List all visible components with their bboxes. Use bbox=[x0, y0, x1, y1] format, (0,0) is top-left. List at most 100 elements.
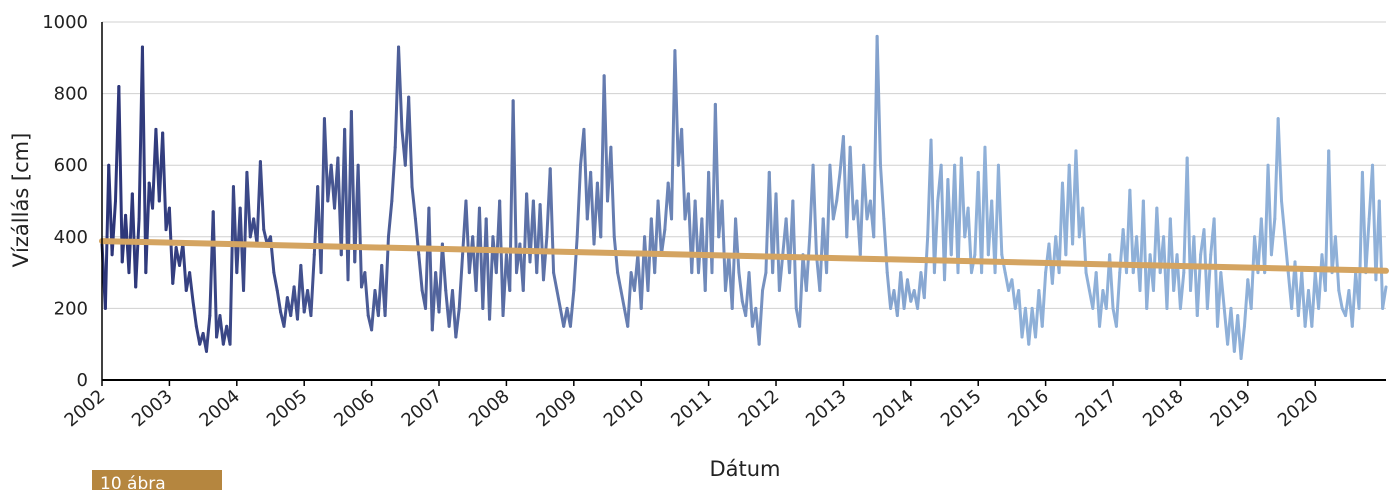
series-segment bbox=[1377, 199, 1385, 310]
series-segment bbox=[299, 263, 306, 314]
series-segment bbox=[167, 206, 175, 285]
series-segment bbox=[1327, 149, 1334, 275]
series-segment bbox=[673, 49, 680, 167]
x-tick-label: 2019 bbox=[1206, 386, 1255, 432]
series-segment bbox=[272, 271, 279, 292]
series-segment bbox=[602, 74, 610, 203]
series-segment bbox=[882, 217, 889, 275]
axes bbox=[101, 22, 1386, 386]
series-segment bbox=[905, 278, 913, 303]
series-segment bbox=[322, 117, 330, 203]
series-segment bbox=[417, 253, 424, 292]
series-segment bbox=[720, 199, 727, 292]
series-segment bbox=[397, 45, 404, 131]
series-segment bbox=[110, 199, 117, 257]
series-segment bbox=[363, 271, 370, 318]
series-segment bbox=[407, 95, 414, 189]
series-segment bbox=[1114, 271, 1122, 328]
series-segment bbox=[1178, 271, 1186, 310]
series-segment bbox=[1212, 217, 1219, 328]
series-segment bbox=[862, 163, 869, 221]
series-segment bbox=[922, 235, 930, 300]
series-segment bbox=[572, 235, 579, 292]
series-segment bbox=[501, 253, 508, 318]
series-segment bbox=[140, 45, 148, 275]
series-segment bbox=[191, 299, 198, 328]
series-segment bbox=[161, 131, 168, 232]
series-segment bbox=[656, 199, 663, 257]
series-segment bbox=[831, 199, 839, 221]
series-segment bbox=[1040, 271, 1048, 328]
series-segment bbox=[188, 271, 195, 303]
series-segment bbox=[1219, 271, 1226, 310]
series-segment bbox=[457, 253, 465, 310]
series-segment bbox=[747, 271, 754, 328]
series-segment bbox=[1074, 149, 1081, 239]
y-tick-label: 400 bbox=[54, 227, 88, 248]
series-segment bbox=[1266, 163, 1273, 257]
y-axis-label: Vízállás [cm] bbox=[9, 133, 33, 268]
series-segment bbox=[1269, 217, 1277, 257]
series-segment bbox=[761, 271, 768, 292]
series-segment bbox=[1098, 289, 1105, 328]
x-tick-label: 2008 bbox=[465, 386, 514, 432]
series-segment bbox=[498, 199, 505, 318]
series-segment bbox=[680, 127, 687, 221]
series-segment bbox=[878, 163, 886, 221]
x-axis-label: Dátum bbox=[709, 457, 780, 481]
x-tick-label: 2013 bbox=[802, 386, 851, 432]
series-segment bbox=[996, 163, 1004, 257]
series-segment bbox=[548, 167, 556, 275]
series-segment bbox=[575, 163, 583, 239]
series-segment bbox=[619, 289, 626, 310]
x-tick-label: 2014 bbox=[869, 386, 918, 432]
series-segment bbox=[757, 289, 765, 346]
series-segment bbox=[538, 203, 545, 282]
series-segment bbox=[1249, 235, 1257, 310]
series-segment bbox=[737, 271, 744, 303]
series-segment bbox=[659, 228, 667, 257]
series-segment bbox=[1155, 206, 1162, 275]
series-segment bbox=[616, 271, 623, 292]
series-segment bbox=[1141, 199, 1149, 310]
y-tick-label: 600 bbox=[54, 155, 88, 176]
series-segment bbox=[777, 253, 785, 292]
series-segment bbox=[464, 199, 471, 275]
y-tick-label: 1000 bbox=[42, 12, 88, 33]
series-segment bbox=[1381, 285, 1388, 310]
x-tick-label: 2006 bbox=[330, 386, 379, 432]
series-segment bbox=[1360, 170, 1368, 275]
series-segment bbox=[552, 271, 559, 292]
x-tick-labels: 2002 2003 2004 2005 2006 2007 2008 2009 2010 2011… bbox=[61, 386, 1323, 432]
y-tick-label: 0 bbox=[77, 370, 88, 391]
series-segment bbox=[804, 235, 812, 292]
y-tick-label: 200 bbox=[54, 298, 88, 319]
series-segment bbox=[1364, 217, 1371, 275]
x-tick-label: 2015 bbox=[937, 386, 986, 432]
series-segment bbox=[242, 170, 249, 292]
series-segment bbox=[511, 99, 519, 275]
figure-badge: 10 ábra bbox=[92, 470, 222, 490]
series-segment bbox=[427, 206, 434, 332]
y-tick-labels: 0 200 400 600 800 1000 bbox=[42, 12, 88, 391]
x-tick-label: 2020 bbox=[1274, 386, 1323, 432]
series-segment bbox=[410, 185, 417, 221]
series-segment bbox=[835, 170, 842, 203]
series-segment bbox=[983, 145, 990, 257]
series-segment bbox=[1185, 156, 1193, 292]
series-segment bbox=[309, 253, 316, 318]
series-segment bbox=[1280, 199, 1287, 239]
series-segment bbox=[390, 145, 397, 203]
series-segment bbox=[204, 314, 212, 353]
series-segment bbox=[211, 210, 219, 339]
series-segment bbox=[848, 145, 856, 221]
series-segment bbox=[811, 163, 818, 257]
x-tick-label: 2002 bbox=[61, 386, 110, 432]
series-segment bbox=[144, 181, 151, 275]
series-segment bbox=[275, 289, 283, 314]
series-segment bbox=[929, 138, 936, 275]
series-segment bbox=[609, 145, 616, 239]
series-segment bbox=[959, 156, 967, 239]
series-segment bbox=[262, 228, 269, 246]
